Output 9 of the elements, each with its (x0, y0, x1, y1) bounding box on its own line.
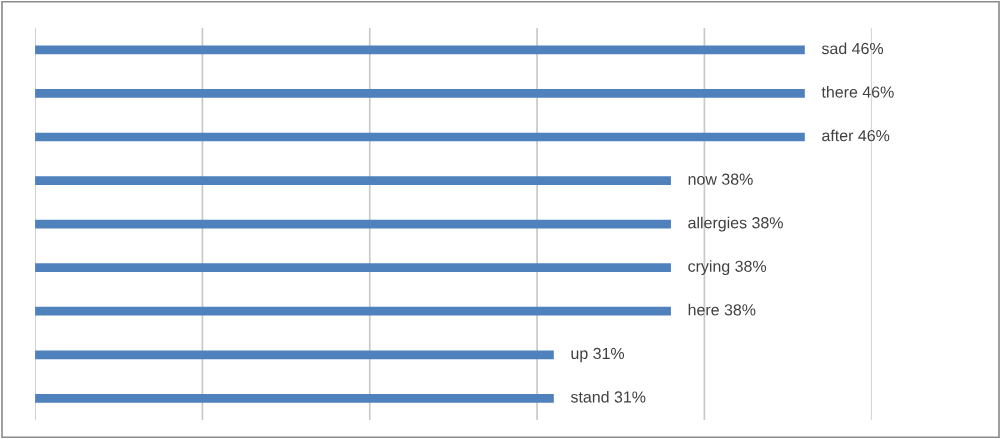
data-label: now 38% (688, 173, 753, 185)
data-label: there 46% (821, 85, 894, 98)
data-label: stand 31% (570, 390, 646, 403)
data-label: after 46% (822, 129, 890, 142)
data-label: crying 38% (688, 260, 767, 276)
data-label: allergies 38% (688, 216, 783, 232)
data-label: sad 46% (821, 42, 884, 55)
data-label: here 38% (688, 303, 756, 316)
data-label: up 31% (571, 347, 625, 363)
